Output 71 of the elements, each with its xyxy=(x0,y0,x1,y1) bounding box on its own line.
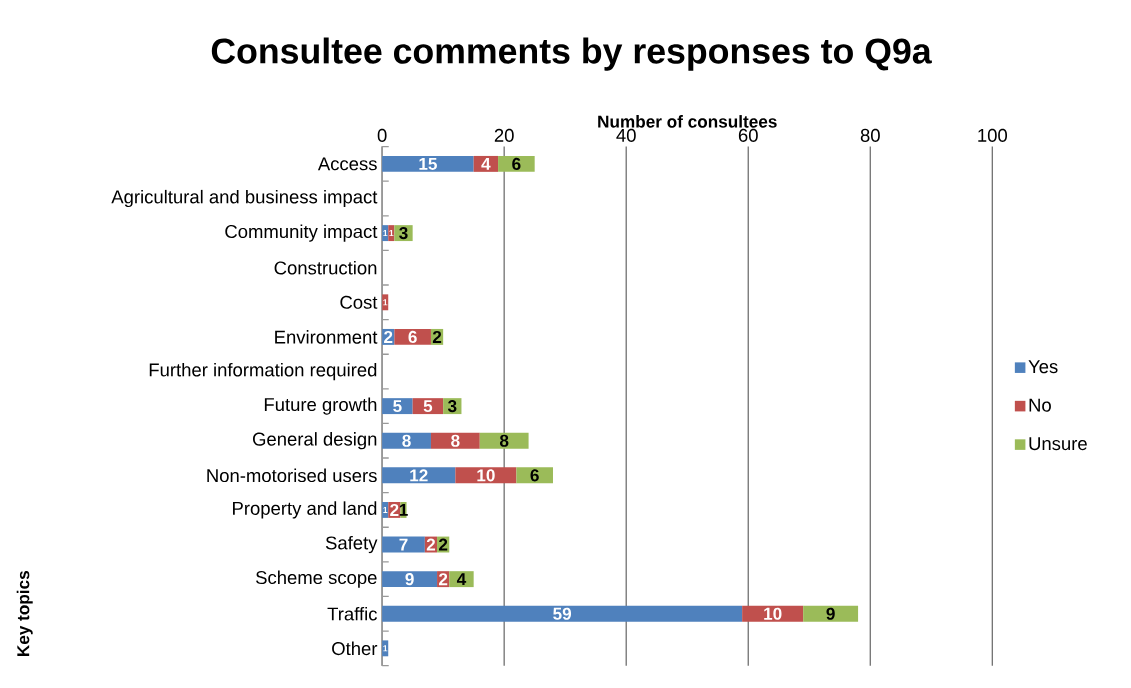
data-label: 8 xyxy=(499,434,509,447)
bar xyxy=(803,605,859,622)
bar xyxy=(382,467,456,484)
y-tick-label: Non-motorised users xyxy=(207,468,377,483)
y-tick-label: Access xyxy=(317,157,377,171)
data-label: 1 xyxy=(389,230,394,237)
bar xyxy=(516,467,553,484)
bar xyxy=(498,155,535,172)
y-tick-label: Cost xyxy=(340,295,378,309)
bar xyxy=(382,605,743,622)
chart-title: Consultee comments by responses to Q9a xyxy=(211,37,932,71)
data-label: 2 xyxy=(432,330,442,343)
y-tick-label: Scheme scope xyxy=(256,570,377,588)
data-label: 59 xyxy=(553,607,572,620)
data-label: 1 xyxy=(383,230,388,237)
legend-label: Unsure xyxy=(1029,437,1087,451)
data-label: 10 xyxy=(764,607,782,620)
bar xyxy=(382,155,474,172)
data-label: 3 xyxy=(399,226,408,240)
data-label: 4 xyxy=(481,157,491,170)
data-label: 6 xyxy=(512,157,521,170)
data-label: 1 xyxy=(383,645,388,652)
y-axis-title: Key topics xyxy=(16,571,33,656)
data-label: 10 xyxy=(477,469,495,482)
y-tick-label: Safety xyxy=(325,535,378,554)
data-label: 5 xyxy=(423,400,433,413)
bar xyxy=(382,398,413,415)
x-axis-title: Number of consultees xyxy=(598,115,777,128)
y-tick-label: Future growth xyxy=(264,397,377,415)
x-tick-label: 60 xyxy=(738,128,758,142)
data-label: 9 xyxy=(405,573,414,586)
bar xyxy=(742,605,804,622)
data-label: 2 xyxy=(438,538,448,551)
data-label: 2 xyxy=(384,330,393,343)
bar xyxy=(382,432,431,449)
bar xyxy=(430,432,480,449)
y-tick-label: Traffic xyxy=(327,606,377,621)
y-tick-label: Community impact xyxy=(225,224,378,242)
bar xyxy=(382,571,438,588)
data-label: 8 xyxy=(402,434,411,447)
y-tick-label: Construction xyxy=(274,260,377,275)
data-label: 1 xyxy=(383,506,388,513)
data-label: 2 xyxy=(426,538,436,551)
data-label: 7 xyxy=(399,538,408,551)
y-tick-label: Environment xyxy=(275,330,378,344)
legend-label: No xyxy=(1029,398,1051,412)
data-label: 9 xyxy=(826,607,835,620)
data-label: 8 xyxy=(451,434,460,447)
data-label: 4 xyxy=(456,573,467,585)
data-label: 12 xyxy=(410,469,428,482)
data-label: 1 xyxy=(383,299,388,306)
data-label: 15 xyxy=(419,157,437,170)
y-tick-label: Property and land xyxy=(233,501,377,519)
x-tick-label: 0 xyxy=(377,128,387,142)
data-label: 6 xyxy=(530,469,539,482)
x-tick-label: 80 xyxy=(860,128,880,142)
y-tick-label: Other xyxy=(332,641,378,656)
x-tick-label: 100 xyxy=(978,128,1008,142)
data-label: 6 xyxy=(408,330,417,343)
bar xyxy=(479,432,529,449)
legend-label: Yes xyxy=(1028,360,1058,374)
bar xyxy=(394,328,431,345)
y-tick-label: Further information required xyxy=(149,362,377,381)
y-tick-label: General design xyxy=(253,432,377,450)
data-label: 3 xyxy=(447,399,457,413)
data-label: 5 xyxy=(393,400,402,413)
x-tick-label: 40 xyxy=(616,128,636,142)
data-label: 2 xyxy=(390,503,399,516)
data-label: 2 xyxy=(438,573,448,586)
y-tick-label: Agricultural and business impact xyxy=(111,189,378,208)
x-tick-label: 20 xyxy=(494,128,514,142)
